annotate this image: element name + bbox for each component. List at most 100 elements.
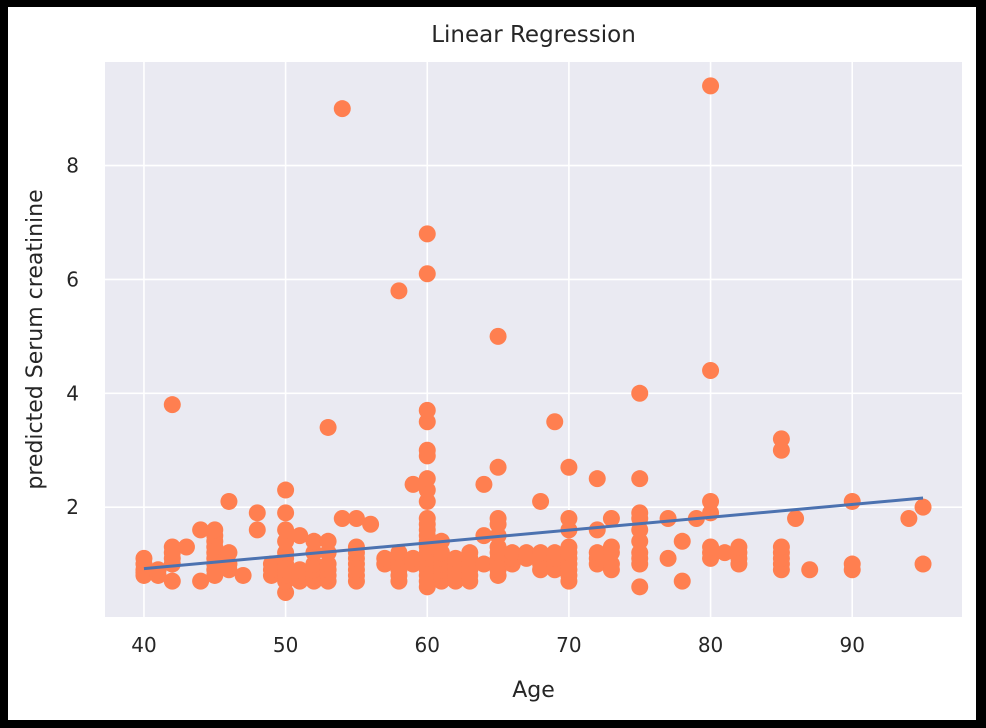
data-point <box>390 282 408 300</box>
chart-title: Linear Regression <box>431 22 636 48</box>
x-tick-label: 70 <box>556 633 581 657</box>
data-point <box>404 475 422 493</box>
data-point <box>347 510 365 528</box>
data-point <box>376 549 394 567</box>
data-point <box>546 413 564 431</box>
data-point <box>291 561 309 579</box>
data-point <box>461 544 479 562</box>
data-point <box>532 544 550 562</box>
data-point <box>503 544 521 562</box>
data-point <box>319 532 337 550</box>
y-tick-label: 2 <box>66 495 79 519</box>
data-point <box>418 470 436 488</box>
x-tick-label: 80 <box>698 633 723 657</box>
data-point <box>560 538 578 556</box>
data-point <box>291 527 309 545</box>
data-point <box>333 100 351 118</box>
regression-line-layer <box>143 496 924 571</box>
data-point <box>475 475 493 493</box>
x-tick-label: 90 <box>839 633 864 657</box>
data-point <box>702 77 720 95</box>
data-point <box>418 225 436 243</box>
data-point <box>631 470 649 488</box>
data-point <box>900 510 918 528</box>
data-point <box>772 538 790 556</box>
data-point <box>602 510 620 528</box>
data-point <box>192 521 210 539</box>
data-point <box>489 327 507 345</box>
data-point <box>659 549 677 567</box>
data-point <box>489 458 507 476</box>
regression-line <box>143 496 924 571</box>
data-point <box>206 521 224 539</box>
data-point <box>914 555 932 573</box>
x-tick-label: 60 <box>415 633 440 657</box>
y-tick-labels: 2 4 6 8 <box>66 154 79 520</box>
data-point <box>333 510 351 528</box>
data-point <box>248 504 266 522</box>
x-tick-labels: 40 50 60 70 80 90 <box>131 633 865 657</box>
data-point <box>475 555 493 573</box>
data-point <box>262 555 280 573</box>
data-point <box>560 510 578 528</box>
data-point <box>772 430 790 448</box>
data-point <box>447 549 465 567</box>
data-point <box>234 566 252 584</box>
data-point <box>475 527 493 545</box>
data-point <box>532 492 550 510</box>
data-point <box>801 561 819 579</box>
data-point <box>702 362 720 380</box>
data-point <box>588 521 606 539</box>
data-point <box>163 572 181 590</box>
data-point <box>702 492 720 510</box>
y-axis-label: predicted Serum creatinine <box>23 189 48 489</box>
x-tick-label: 40 <box>131 633 156 657</box>
data-point <box>418 510 436 528</box>
data-point <box>163 396 181 414</box>
data-point <box>716 544 734 562</box>
data-point <box>787 510 805 528</box>
data-point <box>192 572 210 590</box>
data-point <box>277 481 295 499</box>
y-tick-label: 4 <box>66 381 79 405</box>
data-point <box>220 544 238 562</box>
data-point <box>631 384 649 402</box>
data-point <box>673 572 691 590</box>
data-point <box>602 538 620 556</box>
data-point <box>404 549 422 567</box>
data-point <box>631 504 649 522</box>
data-point <box>588 470 606 488</box>
y-tick-label: 8 <box>66 154 79 178</box>
data-point <box>248 521 266 539</box>
data-point <box>843 492 861 510</box>
data-point <box>546 544 564 562</box>
data-point <box>277 521 295 539</box>
x-tick-label: 50 <box>273 633 298 657</box>
data-point <box>277 504 295 522</box>
data-points <box>135 77 932 602</box>
plot-area <box>105 62 962 617</box>
data-point <box>319 418 337 436</box>
data-point <box>730 538 748 556</box>
data-point <box>135 549 153 567</box>
data-point <box>588 544 606 562</box>
data-point <box>362 515 380 533</box>
data-point <box>489 510 507 528</box>
data-point <box>702 538 720 556</box>
data-point <box>163 538 181 556</box>
data-point <box>673 532 691 550</box>
data-point <box>177 538 195 556</box>
data-point <box>517 544 535 562</box>
data-point <box>305 532 323 550</box>
data-point <box>347 538 365 556</box>
data-point <box>843 555 861 573</box>
data-point <box>390 544 408 562</box>
data-point <box>560 458 578 476</box>
data-point <box>220 492 238 510</box>
x-axis-label: Age <box>512 678 555 703</box>
data-point <box>914 498 932 516</box>
data-point <box>418 401 436 419</box>
data-point <box>418 265 436 283</box>
